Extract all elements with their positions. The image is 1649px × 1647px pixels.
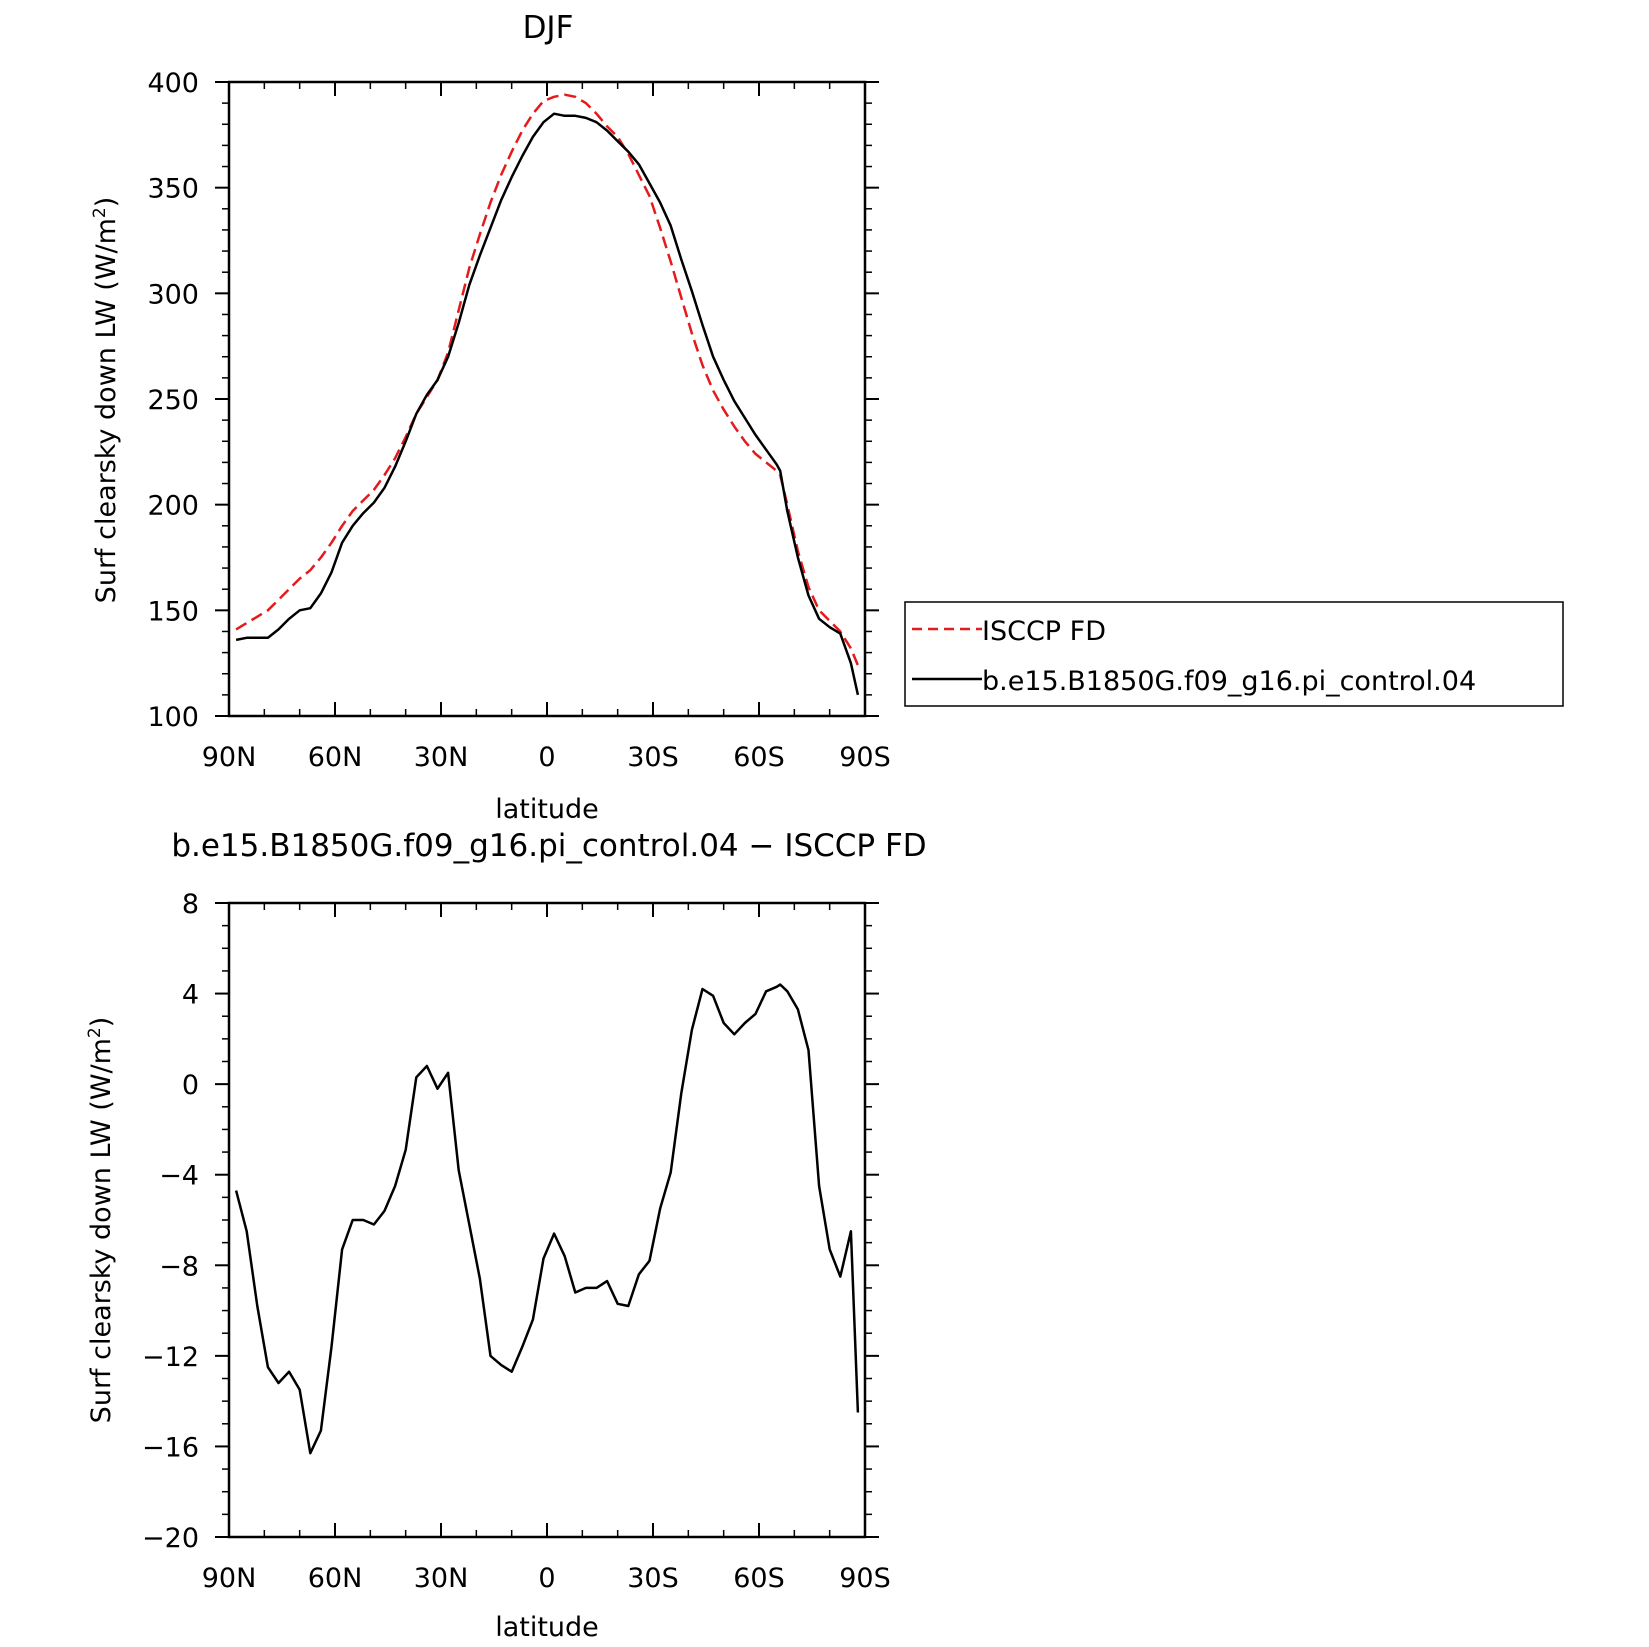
top-x-tick-label: 90N [202, 742, 257, 773]
bottom-y-axis-title-superscript: 2 [85, 1027, 105, 1038]
bottom-y-tick-label: −16 [142, 1432, 199, 1463]
top-y-tick-label: 250 [147, 385, 199, 416]
top-x-tick-label: 30S [627, 742, 679, 773]
panel-bottom: b.e15.B1850G.f09_g16.pi_control.04 − ISC… [85, 828, 927, 1643]
bottom-series-line-difference [234, 983, 860, 1455]
bottom-x-tick-label: 90N [202, 1563, 257, 1594]
bottom-x-tick-label: 60S [733, 1563, 785, 1594]
top-y-axis-title-superscript: 2 [90, 207, 110, 218]
bottom-y-tick-label: 0 [182, 1070, 199, 1101]
legend: ISCCP FD b.e15.B1850G.f09_g16.pi_control… [904, 601, 1564, 707]
top-chart-title: DJF [523, 10, 574, 46]
top-axes: 90N 60N 30N 0 30S 60S 90S 100 150 200 250 300 350 400 [147, 68, 890, 773]
top-y-tick-label: 350 [147, 174, 199, 205]
legend-box [904, 601, 1564, 707]
bottom-y-tick-label: −12 [142, 1342, 199, 1373]
top-y-axis-title-main: Surf clearsky down LW (W/m [91, 218, 122, 603]
top-y-tick-label: 200 [147, 491, 199, 522]
top-y-tick-label: 400 [147, 68, 199, 99]
legend-label-isccp: ISCCP FD [982, 616, 1106, 647]
bottom-y-axis-title: Surf clearsky down LW (W/m2) [85, 1017, 117, 1424]
top-y-tick-label: 150 [147, 596, 199, 627]
bottom-y-axis-title-end: ) [86, 1017, 117, 1028]
bottom-x-tick-label: 60N [308, 1563, 363, 1594]
top-x-axis-title: latitude [495, 794, 599, 825]
bottom-plot-frame [227, 901, 867, 1539]
bottom-x-tick-label: 30N [414, 1563, 469, 1594]
bottom-y-tick-label: 8 [182, 889, 199, 920]
bottom-x-tick-label: 90S [839, 1563, 891, 1594]
top-y-axis-title: Surf clearsky down LW (W/m2) [90, 197, 122, 604]
top-y-axis-title-end: ) [91, 197, 122, 208]
top-series-line-isccp-fd [235, 93, 860, 666]
top-y-tick-label: 300 [147, 279, 199, 310]
bottom-y-tick-label: −4 [159, 1161, 199, 1192]
bottom-series-layer [234, 983, 860, 1455]
top-y-tick-label: 100 [147, 702, 199, 733]
panel-top: DJF 90N 60N 30N 0 30S 60S 90S 100 150 200 250 300 35… [90, 10, 1564, 825]
bottom-x-tick-label: 0 [538, 1563, 555, 1594]
top-x-tick-label: 60N [308, 742, 363, 773]
top-series-layer [235, 93, 860, 696]
legend-label-model: b.e15.B1850G.f09_g16.pi_control.04 [982, 666, 1476, 697]
top-x-tick-label: 60S [733, 742, 785, 773]
bottom-chart-title: b.e15.B1850G.f09_g16.pi_control.04 − ISC… [171, 828, 926, 864]
top-plot-frame [227, 80, 867, 718]
bottom-y-axis-title-main: Surf clearsky down LW (W/m [86, 1038, 117, 1423]
bottom-x-axis-title: latitude [495, 1612, 599, 1643]
bottom-y-tick-label: −8 [159, 1251, 199, 1282]
top-x-tick-label: 30N [414, 742, 469, 773]
bottom-axes: 90N 60N 30N 0 30S 60S 90S −20 −16 −12 −8 −4 0 4 8 [142, 889, 891, 1594]
top-series-line-b-e15-b1850g-f09-g16-pi-control-04 [235, 112, 860, 696]
top-x-tick-label: 0 [538, 742, 555, 773]
bottom-x-tick-label: 30S [627, 1563, 679, 1594]
bottom-y-tick-label: 4 [182, 980, 199, 1011]
top-x-tick-label: 90S [839, 742, 891, 773]
bottom-y-tick-label: −20 [142, 1523, 199, 1554]
